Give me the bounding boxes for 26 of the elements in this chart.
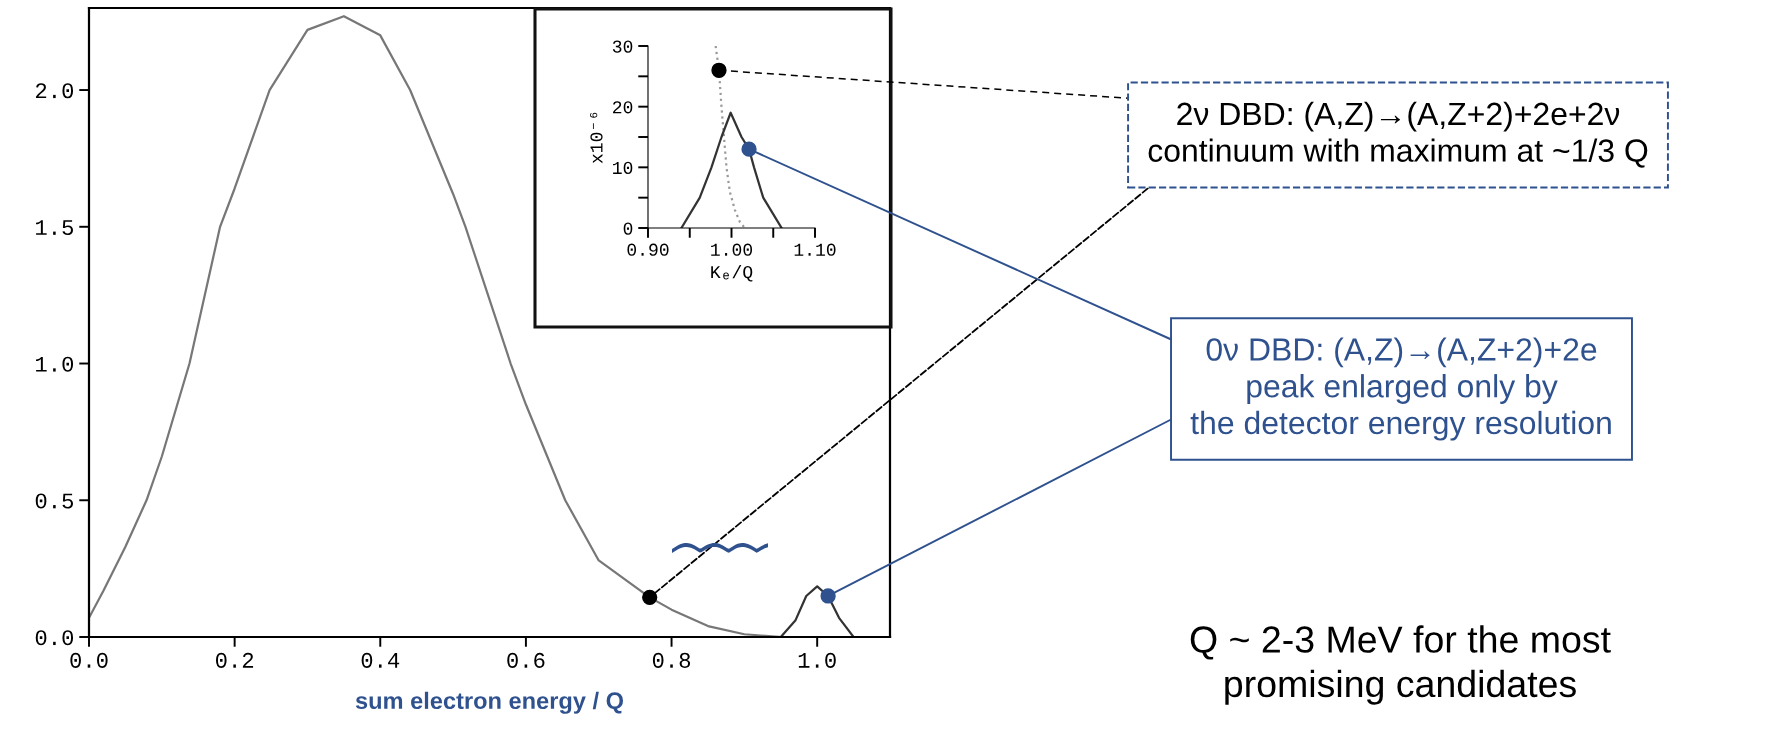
x-tick-label: 0.8 <box>652 652 691 668</box>
y-tick-label: 1.0 <box>36 356 74 372</box>
y-tick-label: 0.0 <box>35 630 74 646</box>
x-tick-label: 0.2 <box>215 652 254 668</box>
x-tick-label: 0.0 <box>70 652 108 668</box>
x-tick-label: 0.6 <box>507 652 545 668</box>
y-tick-label: 30 <box>612 40 633 53</box>
annotation: 0ν DBD: (A,Z)→(A,Z+2)+2e peak enlarged only by the detector energy resolution <box>1190 337 1611 441</box>
y-tick-label: 10 <box>613 161 633 175</box>
line-series <box>779 585 855 637</box>
text: Q ~ 2-3 MeV for the most promising candidates <box>1190 625 1611 705</box>
x-axis-title: sum electron energy / Q <box>355 691 624 714</box>
x-tick-label: 1.10 <box>794 243 836 256</box>
x-axis-title: Kₑ/Q <box>711 264 753 282</box>
x-tick-label: 1.00 <box>711 243 753 256</box>
y-axis-title: x10⁻⁶ <box>589 112 603 164</box>
x-tick-label: 1.0 <box>798 652 836 668</box>
y-tick-label: 0 <box>623 222 633 235</box>
x-tick-label: 0.90 <box>627 243 669 256</box>
y-tick-label: 20 <box>613 101 633 114</box>
line-series <box>680 111 783 228</box>
y-tick-label: 0.5 <box>35 493 73 509</box>
y-tick-label: 1.5 <box>36 220 73 236</box>
x-tick-label: 0.4 <box>361 652 400 668</box>
y-tick-label: 2.0 <box>35 83 74 99</box>
annotation: 2ν DBD: (A,Z)→(A,Z+2)+2e+2ν continuum with maximum at ~1/3 Q <box>1148 101 1648 168</box>
